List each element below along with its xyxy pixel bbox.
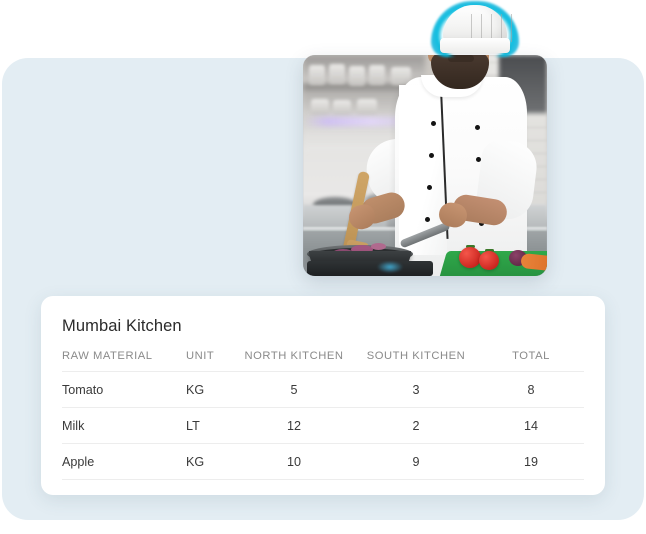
cell-material: Tomato — [62, 371, 186, 408]
cell-unit: KG — [186, 371, 234, 408]
tomato-stem — [485, 249, 494, 252]
shelf-jar — [369, 65, 385, 85]
jacket-button — [427, 185, 432, 190]
cell-material: Milk — [62, 407, 186, 444]
shelf-jar — [357, 99, 377, 115]
shelf-jar — [333, 100, 351, 115]
chef-hat — [427, 0, 522, 62]
cell-total: 14 — [478, 407, 584, 444]
jacket-button — [429, 153, 434, 158]
table-row: Milk LT 12 2 14 — [62, 407, 584, 444]
hat-pleat — [511, 14, 512, 42]
chef-hat-band — [440, 38, 510, 53]
column-header-raw-material: RAW MATERIAL — [62, 350, 186, 372]
cell-north: 5 — [234, 371, 354, 408]
cell-unit: LT — [186, 407, 234, 444]
chef-moustache — [448, 55, 474, 62]
cell-south: 3 — [354, 371, 478, 408]
tomato — [459, 247, 481, 268]
hat-pleat — [501, 14, 502, 42]
induction-hob — [307, 261, 433, 276]
jacket-button — [476, 157, 481, 162]
shelf-jar — [349, 66, 365, 86]
cell-south: 2 — [354, 407, 478, 444]
jacket-button — [431, 121, 436, 126]
cell-south: 9 — [354, 443, 478, 480]
cell-unit: KG — [186, 443, 234, 480]
table-header-row: RAW MATERIAL UNIT NORTH KITCHEN SOUTH KI… — [62, 350, 584, 372]
tomato — [479, 251, 499, 270]
column-header-north-kitchen: NORTH KITCHEN — [234, 350, 354, 372]
hat-pleat — [481, 14, 482, 42]
kitchen-data-card: Mumbai Kitchen RAW MATERIAL UNIT NORTH K… — [41, 296, 605, 495]
hob-glow — [377, 261, 403, 273]
neon-light-strip — [305, 117, 425, 126]
table-row: Tomato KG 5 3 8 — [62, 371, 584, 408]
cell-total: 8 — [478, 371, 584, 408]
red-onion-slice — [371, 243, 386, 250]
hat-pleat — [491, 14, 492, 42]
tomato-stem — [466, 245, 475, 248]
column-header-unit: UNIT — [186, 350, 234, 372]
column-header-south-kitchen: SOUTH KITCHEN — [354, 350, 478, 372]
hat-pleat — [471, 14, 472, 42]
shelf-jar — [329, 64, 345, 84]
shelf-jar — [391, 67, 411, 85]
cell-north: 10 — [234, 443, 354, 480]
red-onion-slice — [351, 245, 373, 254]
table-row: Apple KG 10 9 19 — [62, 443, 584, 480]
column-header-total: TOTAL — [478, 350, 584, 372]
jacket-button — [425, 217, 430, 222]
jacket-button — [475, 125, 480, 130]
chef-photo — [303, 55, 547, 276]
shelf-jar — [311, 99, 329, 115]
cell-north: 12 — [234, 407, 354, 444]
shelf-jar — [309, 65, 325, 85]
cell-material: Apple — [62, 443, 186, 480]
cell-total: 19 — [478, 443, 584, 480]
page-title: Mumbai Kitchen — [62, 317, 182, 335]
inventory-table: RAW MATERIAL UNIT NORTH KITCHEN SOUTH KI… — [62, 350, 584, 480]
